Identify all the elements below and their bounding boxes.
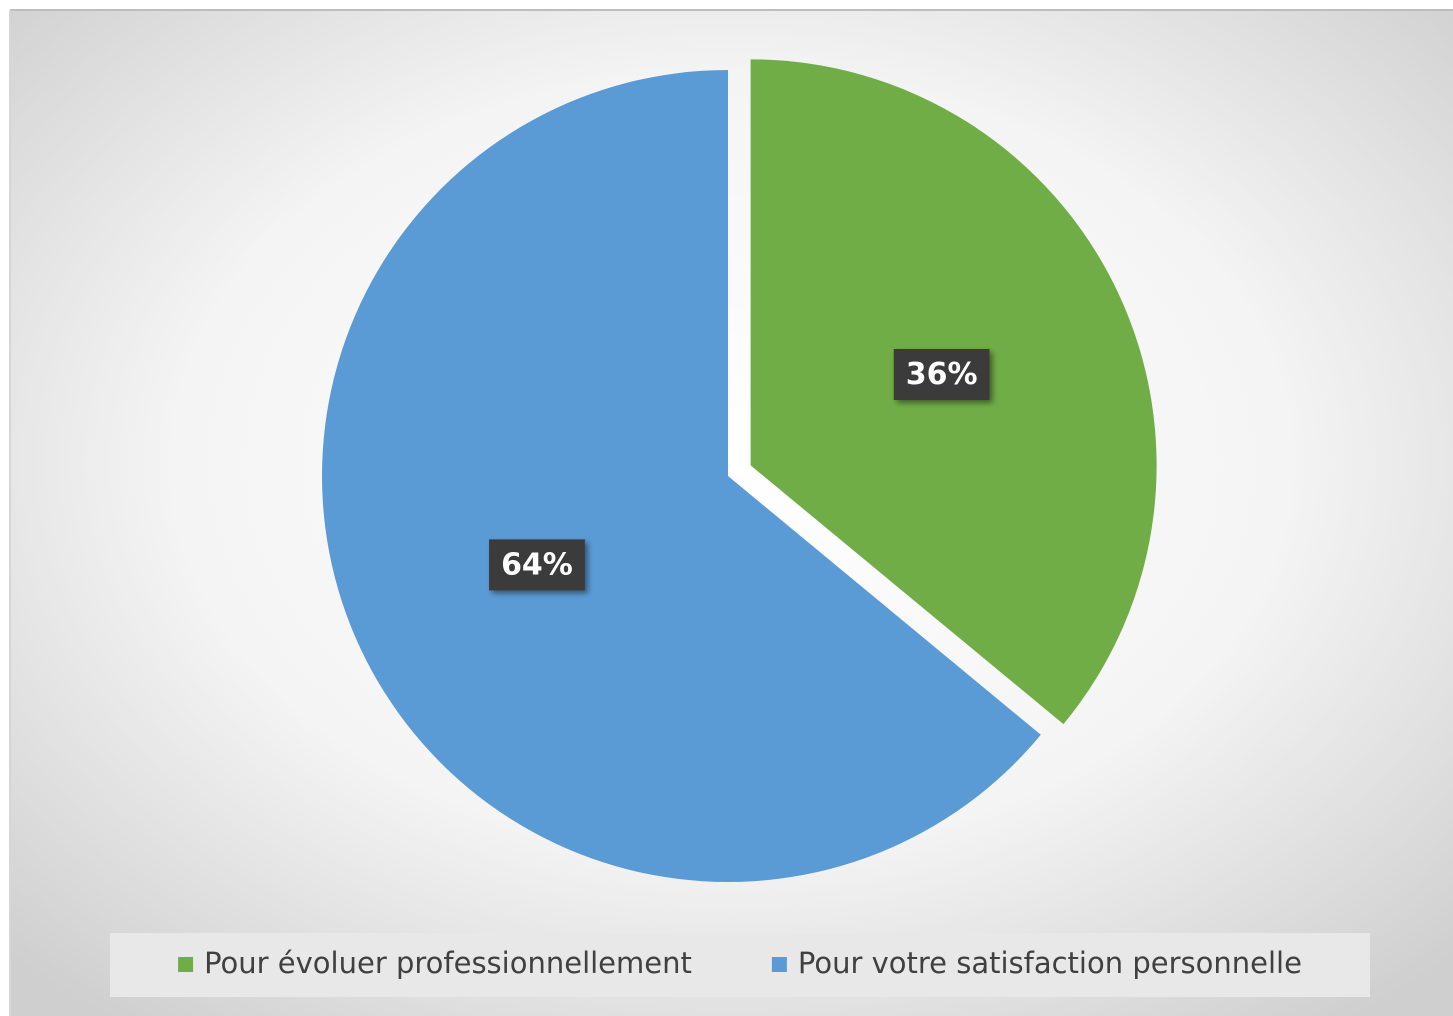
legend-swatch (771, 957, 787, 972)
legend: Pour évoluer professionnellement Pour vot… (178, 946, 1302, 980)
pie: 36% 64% (321, 59, 1157, 883)
pie-slice (321, 70, 1041, 883)
data-label-box (893, 348, 990, 400)
data-label: 36% (906, 357, 978, 392)
legend-label: Pour votre satisfaction personnelle (798, 946, 1302, 980)
legend-box (110, 933, 1370, 997)
data-label: 64% (501, 547, 573, 582)
legend-swatch (178, 957, 194, 972)
legend-label: Pour évoluer professionnellement (204, 946, 692, 980)
data-label-box (489, 539, 585, 591)
